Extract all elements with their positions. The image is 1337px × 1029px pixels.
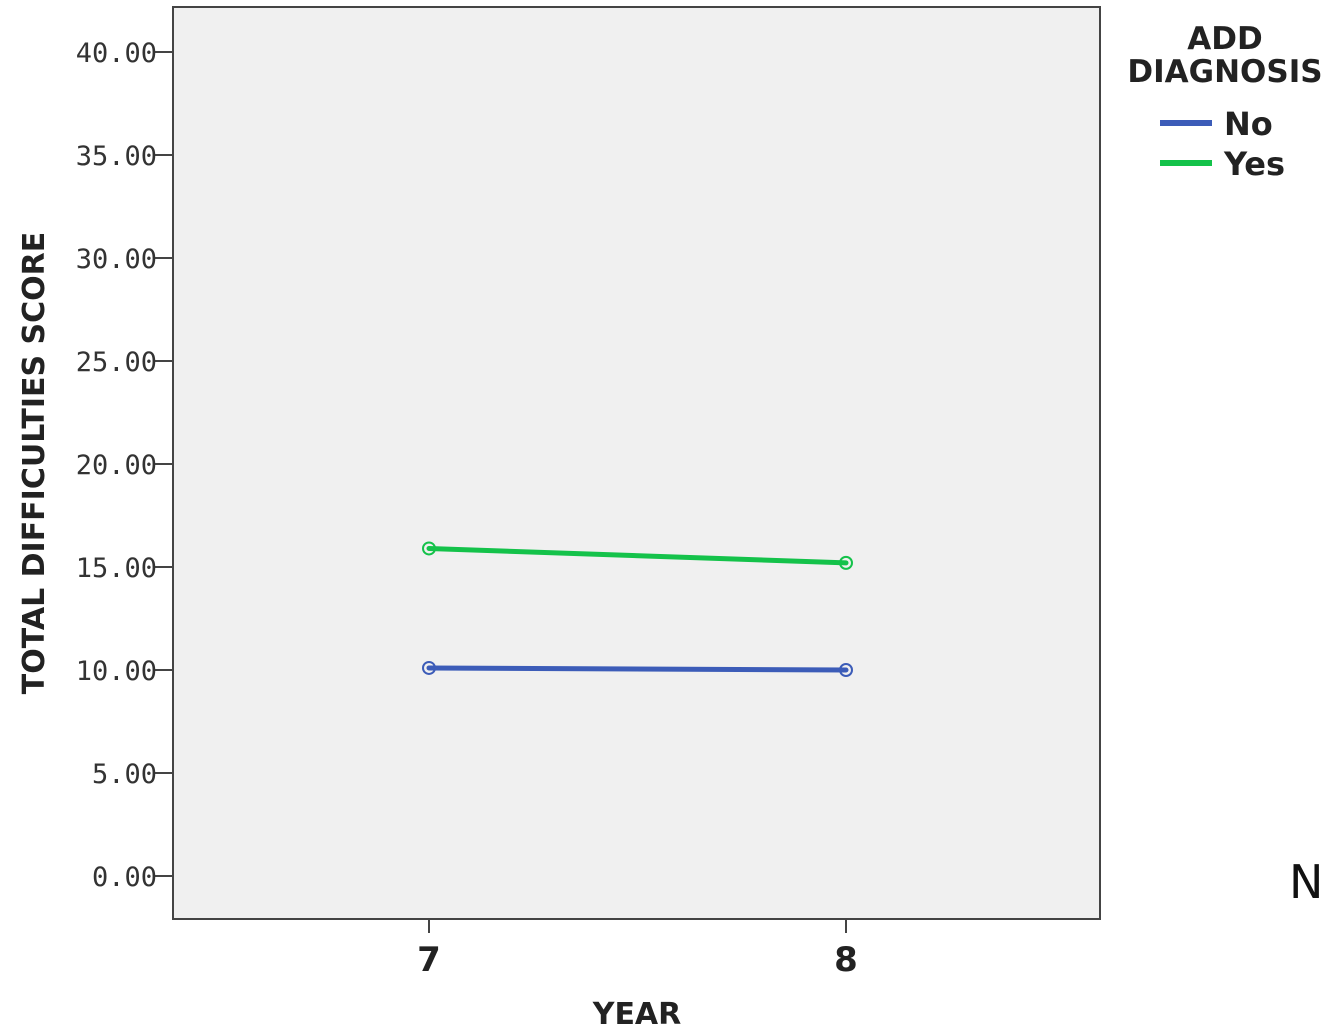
y-tick-label: 40.00 [76,38,157,69]
y-axis-title: TOTAL DIFFICULTIES SCORE [17,232,52,695]
plot-area [172,6,1101,920]
data-point-no [422,660,436,675]
data-point-yes [422,541,436,556]
series-layer [422,541,853,677]
series-line-no [426,665,849,673]
y-tick-label: 5.00 [92,759,157,790]
data-point-no [839,663,853,677]
y-tick-label: 30.00 [76,244,157,275]
series-line-yes [426,545,849,566]
legend-title-line-2: DIAGNOSIS [1127,54,1322,90]
legend-title-line-1: ADD [1187,21,1262,57]
corner-letter: N [1289,855,1323,909]
y-tick-label: 0.00 [92,862,157,893]
data-point-yes [839,555,853,570]
legend-label-yes: Yes [1223,145,1285,183]
y-tick-label: 20.00 [76,450,157,481]
legend-label-no: No [1224,105,1273,143]
x-tick-label: 7 [417,940,441,980]
y-tick-label: 25.00 [76,347,157,378]
y-tick-label: 10.00 [76,656,157,687]
x-axis-title: YEAR [592,997,682,1029]
y-tick-label: 35.00 [76,141,157,172]
x-tick-label: 8 [834,940,858,980]
y-axis: 0.00 5.00 10.00 15.00 20.00 25.00 30.00 35.00 40… [76,38,173,893]
y-tick-label: 15.00 [76,553,157,584]
